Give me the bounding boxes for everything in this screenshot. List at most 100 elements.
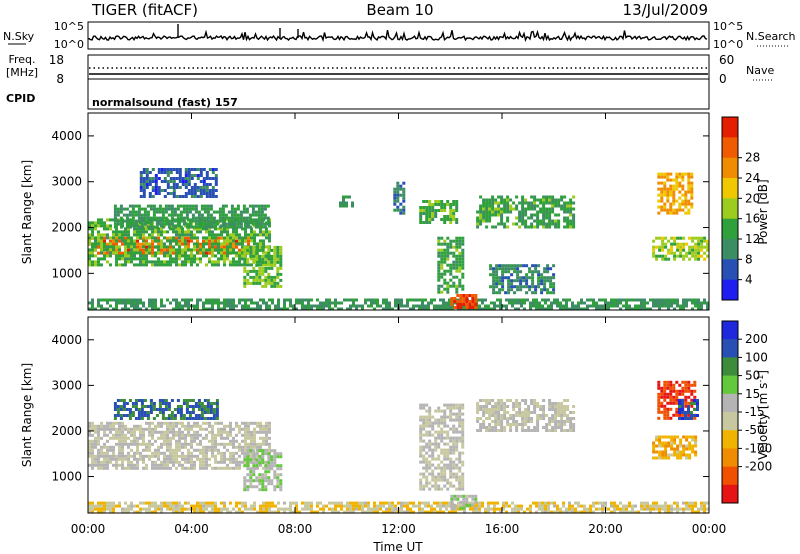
heatmap-cell <box>691 248 695 252</box>
heatmap-cell <box>253 445 256 449</box>
heatmap-cell <box>142 245 145 249</box>
heatmap-cell <box>388 501 391 505</box>
heatmap-cell <box>97 251 100 255</box>
heatmap-cell <box>151 454 154 458</box>
heatmap-cell <box>196 251 199 255</box>
heatmap-cell <box>452 466 456 470</box>
heatmap-cell <box>246 248 250 252</box>
heatmap-cell <box>700 254 704 258</box>
heatmap-cell <box>661 504 664 508</box>
heatmap-cell <box>273 485 277 489</box>
heatmap-cell <box>160 248 163 252</box>
heatmap-cell <box>474 300 478 303</box>
heatmap-cell <box>481 307 484 311</box>
heatmap-cell <box>115 421 118 425</box>
heatmap-cell <box>157 436 160 440</box>
heatmap-cell <box>440 472 444 476</box>
heatmap-cell <box>214 233 217 237</box>
heatmap-cell <box>497 207 501 211</box>
heatmap-cell <box>595 304 598 308</box>
heatmap-cell <box>121 448 124 452</box>
heatmap-cell <box>560 204 564 208</box>
heatmap-cell <box>490 301 493 305</box>
heatmap-cell <box>232 307 235 311</box>
heatmap-cell <box>515 216 519 220</box>
heatmap-cell <box>304 304 307 308</box>
heatmap-cell <box>140 399 144 402</box>
heatmap-cell <box>252 485 256 489</box>
heatmap-cell <box>682 301 685 305</box>
heatmap-cell <box>255 479 259 483</box>
heatmap-cell <box>145 239 148 243</box>
heatmap-cell <box>652 507 655 511</box>
heatmap-cell <box>455 442 459 446</box>
heatmap-cell <box>187 180 191 183</box>
heatmap-cell <box>109 424 112 428</box>
heatmap-cell <box>197 213 201 217</box>
heatmap-cell <box>669 193 673 197</box>
heatmap-cell <box>631 504 634 508</box>
heatmap-cell <box>196 239 199 243</box>
heatmap-cell <box>568 504 571 508</box>
heatmap-cell <box>206 219 210 223</box>
heatmap-cell <box>169 171 173 174</box>
heatmap-cell <box>223 427 226 431</box>
heatmap-cell <box>115 248 118 252</box>
heatmap-cell <box>538 504 541 508</box>
heatmap-cell <box>220 233 223 237</box>
heatmap-cell <box>151 298 154 302</box>
heatmap-cell <box>675 199 679 203</box>
heatmap-cell <box>133 233 136 237</box>
heatmap-cell <box>193 257 196 261</box>
heatmap-cell <box>264 266 268 270</box>
heatmap-cell <box>440 254 444 258</box>
heatmap-cell <box>103 257 106 261</box>
heatmap-cell <box>443 269 447 273</box>
heatmap-cell <box>143 219 147 223</box>
heatmap-cell <box>488 207 492 211</box>
heatmap-cell <box>161 417 165 420</box>
heatmap-cell <box>100 427 103 431</box>
heatmap-cell <box>443 281 447 285</box>
heatmap-cell <box>452 251 456 255</box>
nsearch-tick-high: 10^5 <box>713 20 743 33</box>
heatmap-cell <box>703 257 707 261</box>
heatmap-cell <box>622 507 625 511</box>
heatmap-cell <box>471 503 475 507</box>
heatmap-cell <box>193 233 196 237</box>
heatmap-cell <box>155 216 159 220</box>
heatmap-cell <box>495 270 499 274</box>
heatmap-cell <box>209 216 213 220</box>
heatmap-cell <box>255 485 259 489</box>
heatmap-cell <box>458 409 462 413</box>
heatmap-cell <box>100 236 103 240</box>
heatmap-cell <box>184 436 187 440</box>
heatmap-cell <box>223 445 226 449</box>
heatmap-cell <box>175 227 178 231</box>
heatmap-cell <box>200 219 204 223</box>
heatmap-cell <box>437 406 441 410</box>
heatmap-cell <box>187 451 190 455</box>
heatmap-cell <box>184 424 187 428</box>
heatmap-cell <box>264 269 268 273</box>
heatmap-cell <box>667 307 670 311</box>
heatmap-cell <box>214 507 217 511</box>
heatmap-cell <box>367 507 370 511</box>
heatmap-cell <box>631 298 634 302</box>
heatmap-cell <box>533 204 537 208</box>
heatmap-cell <box>461 254 465 258</box>
heatmap-cell <box>456 300 460 303</box>
heatmap-cell <box>478 307 481 311</box>
heatmap-cell <box>124 507 127 511</box>
heatmap-cell <box>235 421 238 425</box>
heatmap-cell <box>449 403 453 407</box>
heatmap-cell <box>601 510 604 514</box>
heatmap-cell <box>458 469 462 473</box>
heatmap-cell <box>688 507 691 511</box>
heatmap-cell <box>182 210 186 214</box>
heatmap-cell <box>499 507 502 511</box>
heatmap-cell <box>203 222 207 226</box>
heatmap-cell <box>113 405 117 408</box>
heatmap-cell <box>146 219 150 223</box>
heatmap-cell <box>495 285 499 289</box>
